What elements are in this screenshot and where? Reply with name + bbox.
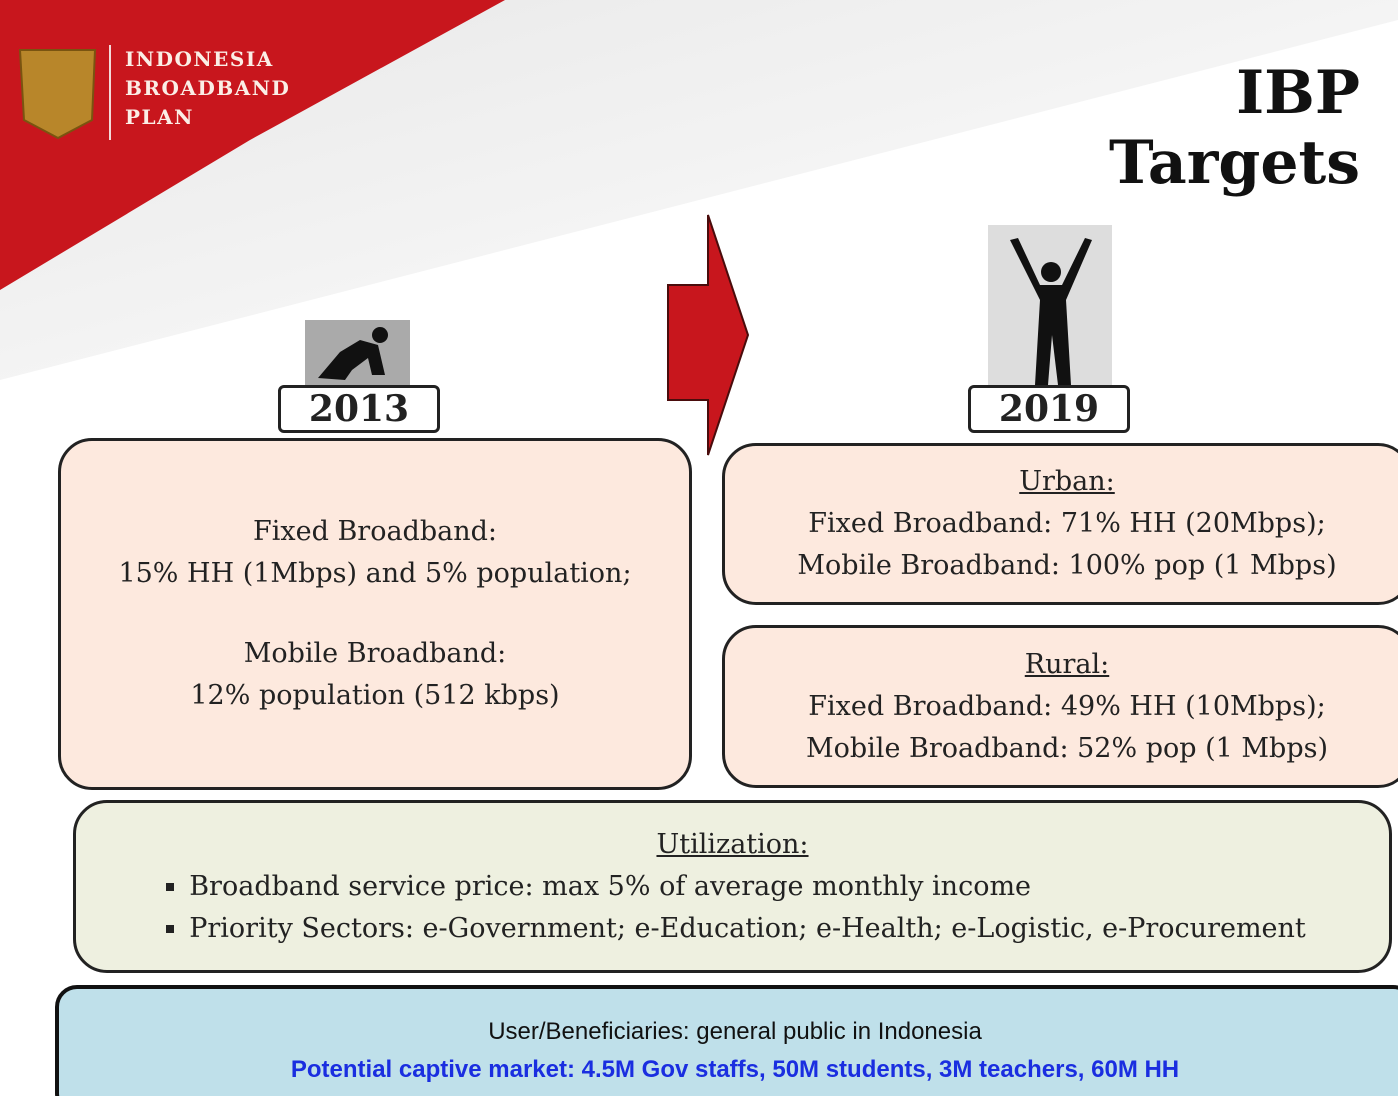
heading: Rural: xyxy=(1025,644,1109,686)
year-label: 2013 xyxy=(278,385,440,433)
text-line: Mobile Broadband: xyxy=(244,633,507,675)
text-line: 12% population (512 kbps) xyxy=(190,675,559,717)
text-line: Mobile Broadband: 52% pop (1 Mbps) xyxy=(806,728,1328,770)
text-line: Fixed Broadband: 71% HH (20Mbps); xyxy=(808,503,1325,545)
logo-line: BROADBAND xyxy=(125,74,290,103)
footer-line: Potential captive market: 4.5M Gov staff… xyxy=(59,1051,1398,1089)
bullet: Broadband service price: max 5% of avera… xyxy=(189,866,1306,908)
footer-box: User/Beneficiaries: general public in In… xyxy=(55,985,1398,1096)
logo-line: PLAN xyxy=(125,103,290,132)
urban-box: Urban: Fixed Broadband: 71% HH (20Mbps);… xyxy=(722,443,1398,605)
logo-line: INDONESIA xyxy=(125,45,290,74)
heading: Urban: xyxy=(1019,461,1115,503)
logo-text: INDONESIA BROADBAND PLAN xyxy=(125,45,290,132)
text-line: Fixed Broadband: 49% HH (10Mbps); xyxy=(808,686,1325,728)
title: IBP Targets xyxy=(1000,58,1360,198)
slide: INDONESIA BROADBAND PLAN IBP Targets 201… xyxy=(0,0,1398,1096)
utilization-box: Utilization: Broadband service price: ma… xyxy=(73,800,1392,973)
text-line: Mobile Broadband: 100% pop (1 Mbps) xyxy=(797,545,1336,587)
text-line: Fixed Broadband: xyxy=(253,511,497,553)
heading: Utilization: xyxy=(656,824,808,866)
bullet-list: Broadband service price: max 5% of avera… xyxy=(159,866,1306,950)
rural-box: Rural: Fixed Broadband: 49% HH (10Mbps);… xyxy=(722,625,1398,788)
current-box: Fixed Broadband: 15% HH (1Mbps) and 5% p… xyxy=(58,438,692,790)
year-label: 2019 xyxy=(968,385,1130,433)
text-line: 15% HH (1Mbps) and 5% population; xyxy=(118,553,631,595)
bullet: Priority Sectors: e-Government; e-Educat… xyxy=(189,908,1306,950)
footer-line: User/Beneficiaries: general public in In… xyxy=(59,1013,1398,1051)
